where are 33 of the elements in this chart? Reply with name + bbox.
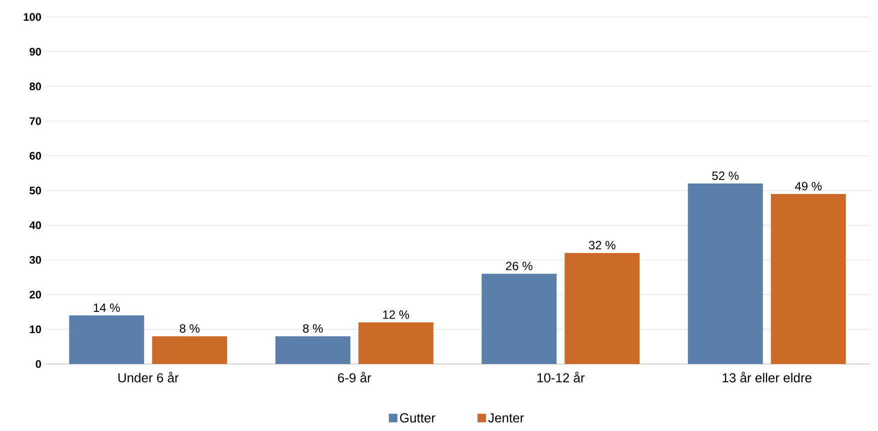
y-tick-label: 80 xyxy=(30,82,42,90)
legend-label: Gutter xyxy=(400,413,436,423)
x-tick-label: Under 6 år xyxy=(118,372,179,382)
data-label: 32 % xyxy=(588,240,616,250)
data-label: 8 % xyxy=(180,324,200,333)
data-label: 8 % xyxy=(303,324,323,333)
bar xyxy=(275,336,350,364)
bar xyxy=(358,322,434,364)
x-tick-label: 10-12 år xyxy=(537,372,585,382)
data-label: 14 % xyxy=(94,303,120,312)
x-tick-label: 6-9 år xyxy=(338,372,372,382)
bar xyxy=(69,315,144,364)
y-tick-label: 30 xyxy=(29,256,42,264)
y-tick-label: 10 xyxy=(30,325,42,334)
bar xyxy=(688,184,763,364)
y-tick-label: 60 xyxy=(30,152,42,160)
y-tick-label: 0 xyxy=(36,360,42,368)
y-tick-label: 50 xyxy=(30,186,42,194)
data-label: 52 % xyxy=(712,172,739,180)
y-tick-label: 20 xyxy=(30,290,42,298)
legend-label: Jenter xyxy=(488,413,524,422)
data-label: 26 % xyxy=(506,262,532,270)
y-tick-label: 40 xyxy=(29,221,42,230)
y-tick-label: 70 xyxy=(30,117,42,125)
bar xyxy=(770,194,846,364)
y-tick-label: 100 xyxy=(24,13,42,21)
data-label: 49 % xyxy=(794,182,822,190)
x-tick-label: 13 år eller eldre xyxy=(722,372,812,382)
bar xyxy=(152,336,228,364)
bar xyxy=(564,252,640,364)
bar xyxy=(482,274,557,364)
data-label: 12 % xyxy=(383,310,410,319)
y-tick-label: 90 xyxy=(30,48,42,56)
